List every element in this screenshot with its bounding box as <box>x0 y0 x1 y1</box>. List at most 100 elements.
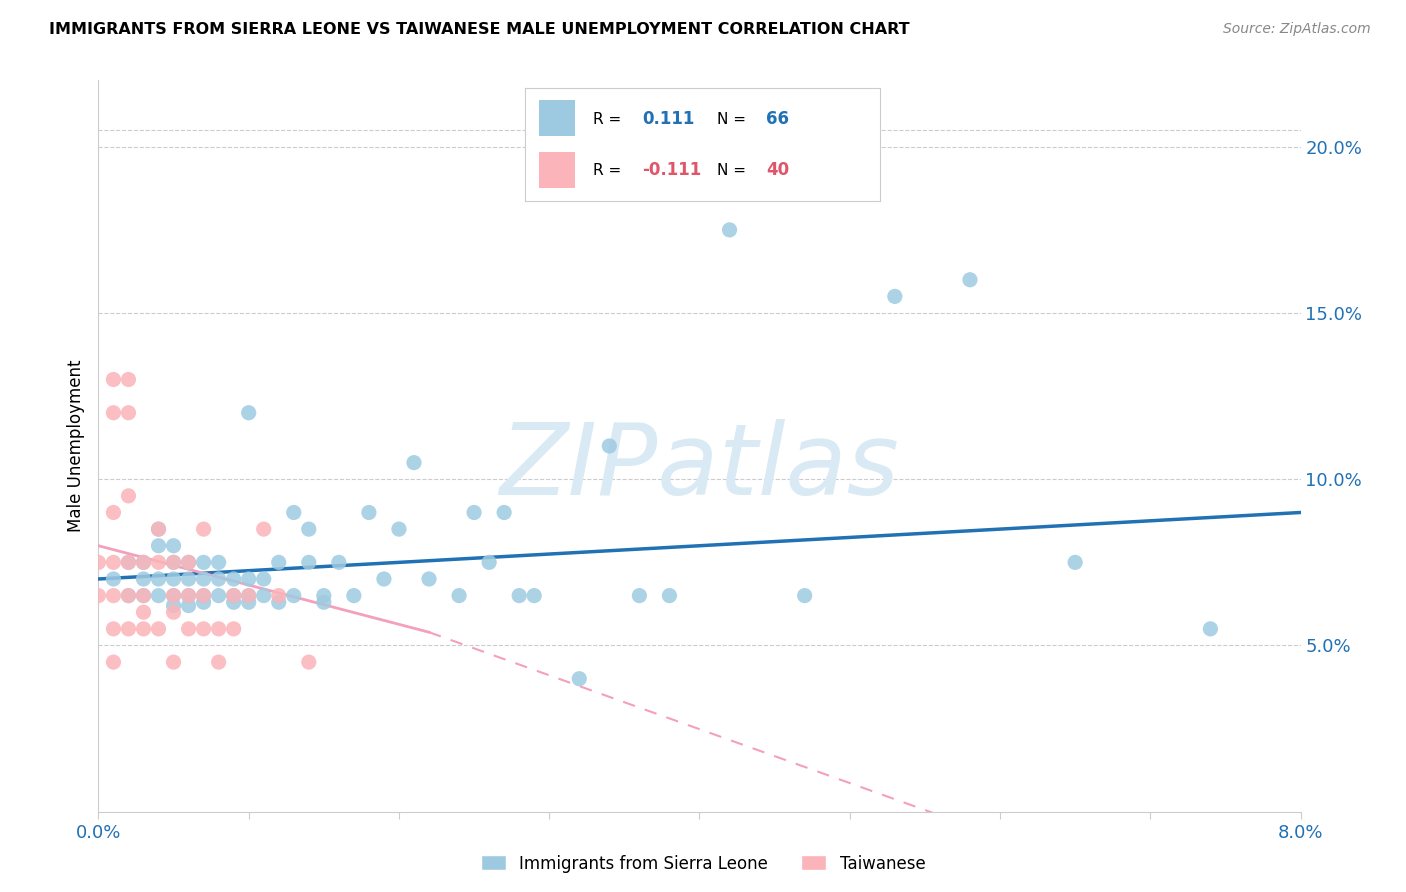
Point <box>162 555 184 569</box>
Y-axis label: Male Unemployment: Male Unemployment <box>66 359 84 533</box>
Point <box>177 572 200 586</box>
Point <box>103 555 125 569</box>
Point <box>103 406 125 420</box>
Point <box>148 555 170 569</box>
Point <box>117 489 139 503</box>
Point <box>117 622 139 636</box>
Text: Source: ZipAtlas.com: Source: ZipAtlas.com <box>1223 22 1371 37</box>
Point <box>222 622 245 636</box>
Point <box>628 589 651 603</box>
Point <box>388 522 411 536</box>
Point <box>148 522 170 536</box>
Point <box>162 655 184 669</box>
Point <box>103 572 125 586</box>
Point <box>162 539 184 553</box>
Point <box>193 589 215 603</box>
Point <box>177 599 200 613</box>
Point <box>162 605 184 619</box>
Point <box>208 655 231 669</box>
Point <box>222 589 245 603</box>
Point <box>208 589 231 603</box>
Point <box>193 522 215 536</box>
Point <box>193 595 215 609</box>
Text: IMMIGRANTS FROM SIERRA LEONE VS TAIWANESE MALE UNEMPLOYMENT CORRELATION CHART: IMMIGRANTS FROM SIERRA LEONE VS TAIWANES… <box>49 22 910 37</box>
Point <box>328 555 350 569</box>
Point <box>208 622 231 636</box>
Point <box>103 506 125 520</box>
Point <box>222 589 245 603</box>
Point <box>373 572 395 586</box>
Point <box>148 622 170 636</box>
Point <box>568 672 591 686</box>
Point <box>132 589 155 603</box>
Point <box>162 589 184 603</box>
Point <box>267 595 290 609</box>
Point <box>103 622 125 636</box>
Point <box>238 589 260 603</box>
Point <box>193 572 215 586</box>
Point <box>298 522 321 536</box>
Point <box>162 599 184 613</box>
Point <box>598 439 620 453</box>
Point <box>177 589 200 603</box>
Point <box>193 622 215 636</box>
Point <box>103 589 125 603</box>
Point <box>117 406 139 420</box>
Point <box>238 572 260 586</box>
Point <box>132 605 155 619</box>
Point <box>193 555 215 569</box>
Point <box>494 506 516 520</box>
Point <box>162 589 184 603</box>
Point <box>253 522 276 536</box>
Point <box>177 622 200 636</box>
Point <box>298 655 321 669</box>
Point <box>883 289 905 303</box>
Point <box>208 572 231 586</box>
Point <box>343 589 366 603</box>
Point <box>132 622 155 636</box>
Point <box>1064 555 1087 569</box>
Point <box>87 555 110 569</box>
Point <box>253 572 276 586</box>
Point <box>148 539 170 553</box>
Point <box>312 589 335 603</box>
Point <box>1199 622 1222 636</box>
Point <box>508 589 530 603</box>
Point <box>117 589 139 603</box>
Point <box>418 572 440 586</box>
Point <box>103 372 125 386</box>
Point <box>283 506 305 520</box>
Point <box>238 406 260 420</box>
Point <box>238 595 260 609</box>
Point <box>132 555 155 569</box>
Point <box>208 555 231 569</box>
Point <box>117 555 139 569</box>
Point <box>463 506 485 520</box>
Point <box>718 223 741 237</box>
Point <box>402 456 425 470</box>
Point <box>222 595 245 609</box>
Point <box>447 589 470 603</box>
Point <box>177 555 200 569</box>
Point <box>238 589 260 603</box>
Point <box>162 555 184 569</box>
Point <box>148 572 170 586</box>
Point <box>87 589 110 603</box>
Point <box>312 595 335 609</box>
Point <box>117 589 139 603</box>
Point <box>103 655 125 669</box>
Point <box>162 572 184 586</box>
Point <box>177 589 200 603</box>
Point <box>148 522 170 536</box>
Point <box>148 589 170 603</box>
Point <box>132 589 155 603</box>
Point <box>658 589 681 603</box>
Point <box>283 589 305 603</box>
Point <box>523 589 546 603</box>
Point <box>793 589 815 603</box>
Point <box>222 572 245 586</box>
Point <box>267 589 290 603</box>
Point <box>253 589 276 603</box>
Point <box>959 273 981 287</box>
Point <box>117 555 139 569</box>
